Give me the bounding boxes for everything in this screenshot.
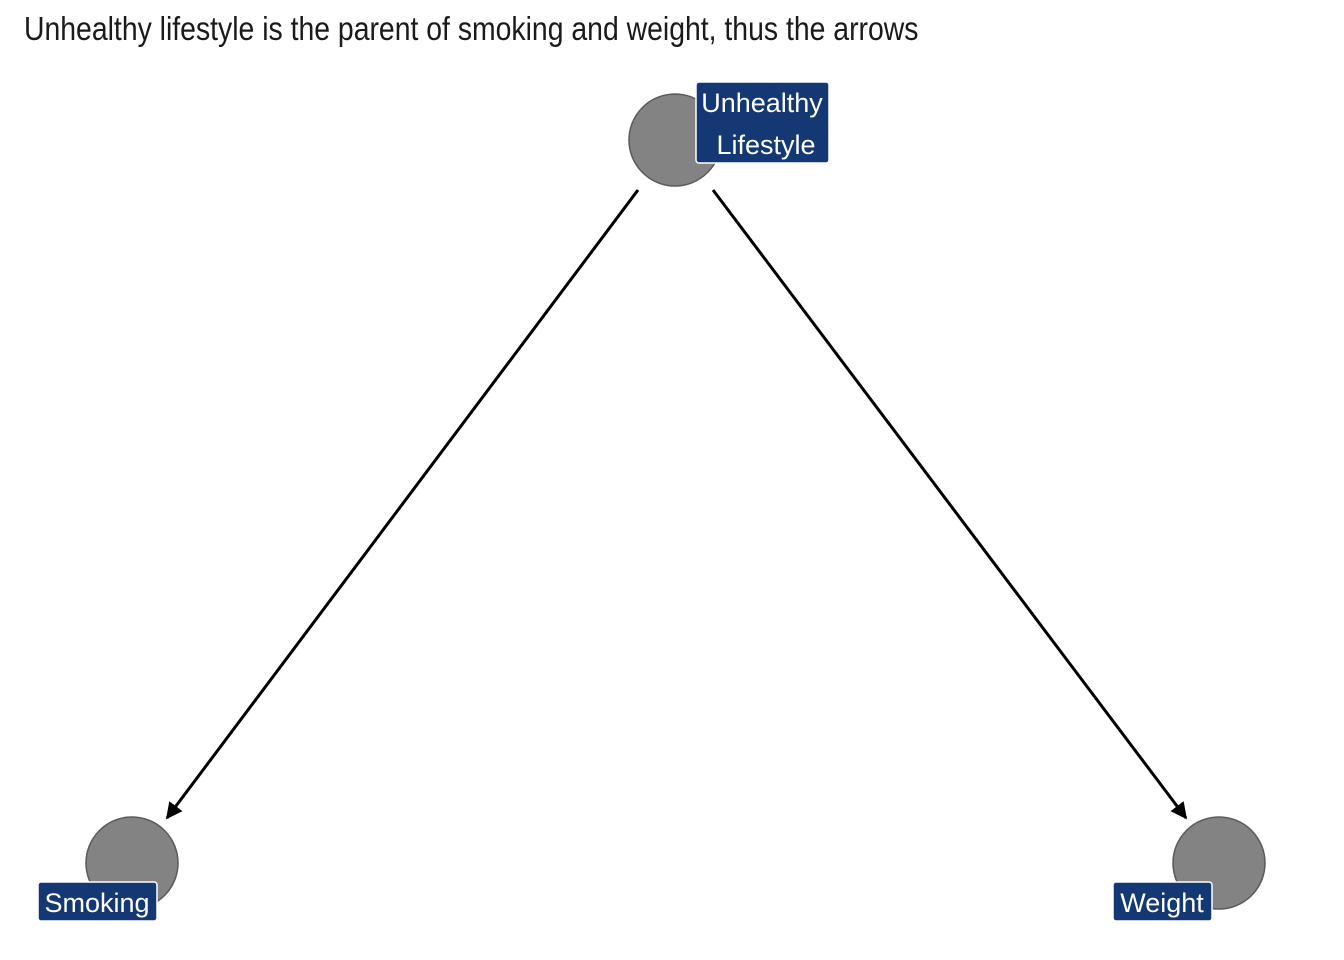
node-label-box xyxy=(695,81,830,164)
edge-lifestyle-to-smoking xyxy=(165,189,640,820)
diagram-title: Unhealthy lifestyle is the parent of smo… xyxy=(24,10,919,47)
node-weight: Weight xyxy=(1112,816,1266,922)
node-label-line-2: Lifestyle xyxy=(716,130,815,160)
node-label-box xyxy=(37,881,158,922)
node-unhealthy-lifestyle: Unhealthy Lifestyle xyxy=(628,81,830,187)
edge-lifestyle-to-weight xyxy=(711,189,1188,820)
node-label: Weight xyxy=(1120,888,1204,918)
node-label-line-1: Unhealthy xyxy=(701,88,823,118)
node-label-box xyxy=(1112,881,1213,922)
node-label: Smoking xyxy=(44,888,149,918)
node-smoking: Smoking xyxy=(37,816,179,922)
